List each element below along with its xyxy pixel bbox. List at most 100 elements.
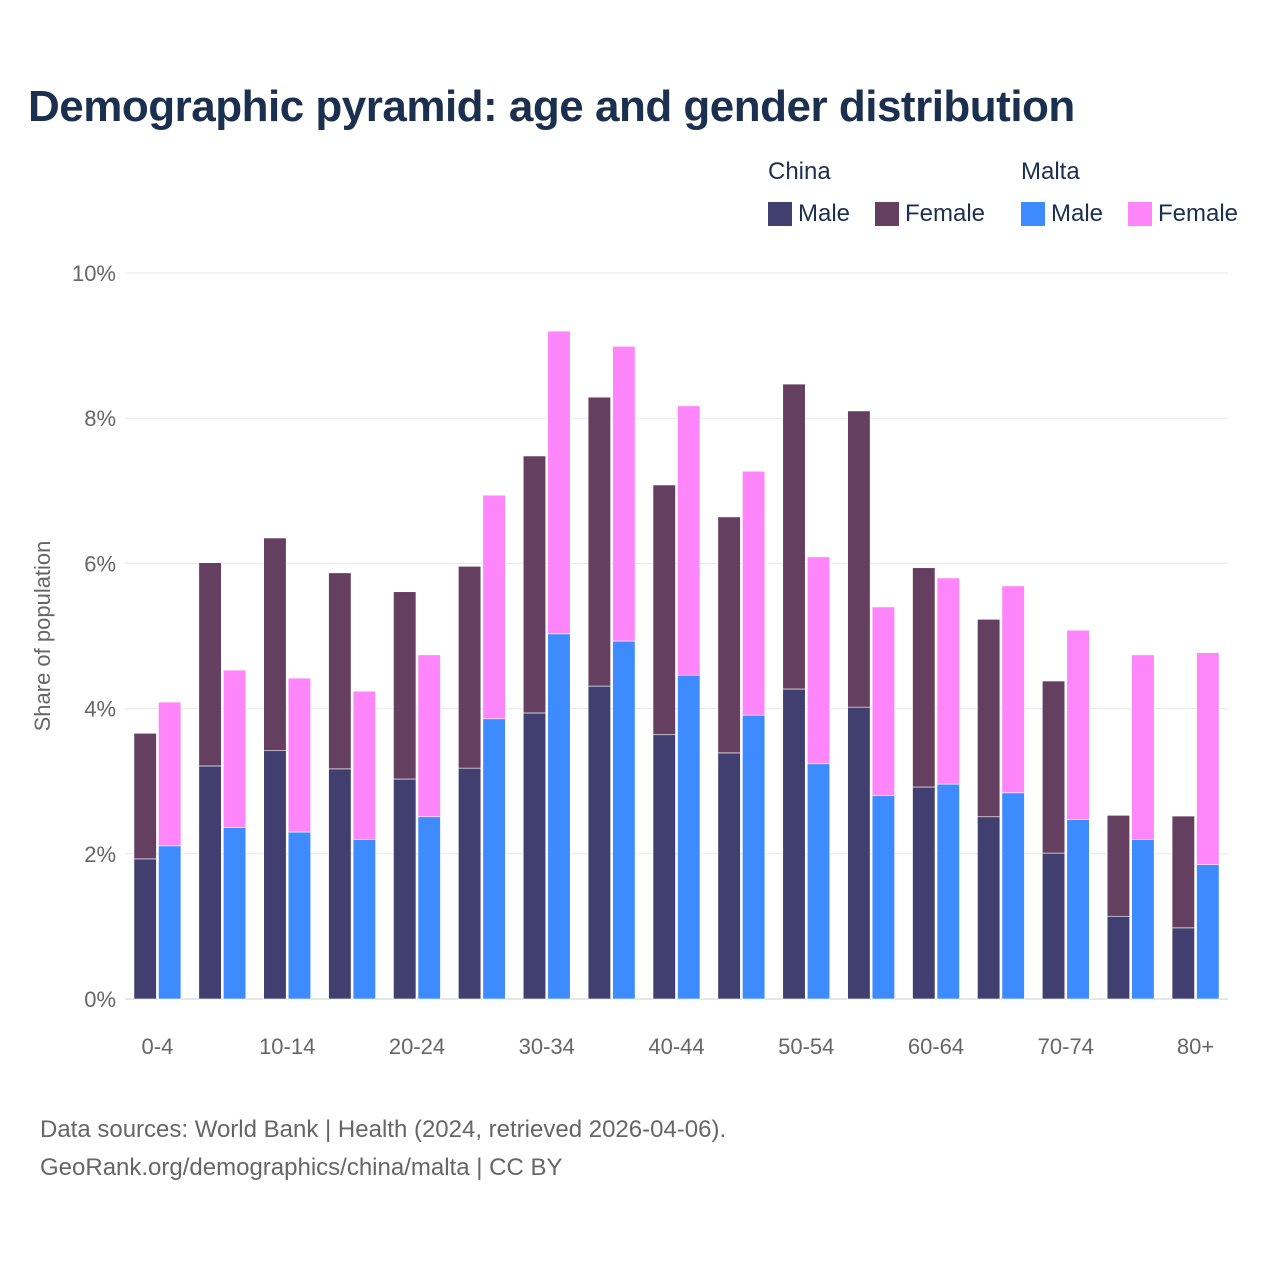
x-tick-label: 50-54: [778, 1034, 834, 1059]
x-tick-label: 40-44: [648, 1034, 704, 1059]
bar-china-male-45-49: [717, 752, 741, 1000]
bar-china-female-70-74: [1041, 680, 1066, 854]
bar-malta-female-35-39: [612, 346, 636, 642]
bar-china-male-80+: [1171, 927, 1195, 1000]
bar-china-female-25-29: [458, 566, 482, 769]
x-tick-label: 70-74: [1038, 1034, 1094, 1059]
bar-china-male-0-4: [133, 858, 157, 1000]
footer-sources: Data sources: World Bank | Health (2024,…: [40, 1116, 727, 1143]
x-tick-label: 0-4: [142, 1034, 174, 1059]
bar-china-female-35-39: [587, 396, 611, 687]
bar-china-male-20-24: [393, 778, 417, 1000]
bar-china-female-30-34: [522, 455, 547, 714]
legend-swatch: [1128, 202, 1152, 226]
y-tick-label: 8%: [84, 406, 116, 431]
bar-china-female-5-9: [198, 562, 222, 767]
footer-attribution: GeoRank.org/demographics/china/malta | C…: [40, 1154, 563, 1181]
bar-china-female-10-14: [263, 537, 287, 752]
y-tick-label: 10%: [72, 261, 116, 286]
bar-malta-male-10-14: [287, 831, 312, 1000]
bar-malta-female-15-19: [352, 690, 376, 840]
bar-malta-male-60-64: [936, 783, 960, 1000]
x-tick-label: 80+: [1177, 1034, 1214, 1059]
bar-malta-female-55-59: [871, 606, 895, 797]
y-tick-label: 2%: [84, 842, 116, 867]
bar-malta-male-15-19: [352, 838, 376, 1000]
bar-malta-female-30-34: [547, 330, 571, 635]
legend-label: Female: [1158, 200, 1239, 227]
bar-china-female-50-54: [782, 383, 806, 690]
bar-china-female-55-59: [847, 410, 871, 708]
bar-malta-male-5-9: [223, 827, 247, 1000]
y-tick-label: 0%: [84, 987, 116, 1012]
bar-china-male-50-54: [782, 688, 806, 1000]
bar-malta-female-70-74: [1066, 629, 1090, 820]
legend-malta-male: Male: [1021, 200, 1103, 228]
bar-malta-male-50-54: [806, 763, 831, 1000]
bar-malta-female-0-4: [158, 701, 182, 847]
bar-china-female-20-24: [393, 591, 417, 780]
bar-china-male-40-44: [652, 734, 676, 1000]
bar-china-male-10-14: [263, 750, 287, 1000]
legend-china-female: Female: [875, 200, 985, 228]
bar-malta-female-40-44: [677, 405, 701, 676]
x-tick-label: 30-34: [519, 1034, 575, 1059]
bar-china-male-60-64: [912, 786, 936, 1000]
legend-group-malta: Malta: [1021, 158, 1080, 185]
bar-china-male-65-69: [977, 816, 1001, 1000]
bar-china-female-40-44: [652, 484, 676, 736]
legend-swatch: [1021, 202, 1045, 226]
bar-china-male-35-39: [587, 685, 611, 1000]
bar-malta-male-35-39: [612, 640, 636, 1000]
bar-malta-female-80+: [1196, 652, 1220, 865]
bar-malta-male-40-44: [677, 674, 701, 1000]
bar-china-female-80+: [1171, 815, 1195, 929]
bar-malta-female-45-49: [742, 470, 766, 716]
bar-china-male-75-79: [1106, 915, 1130, 1000]
bar-china-female-75-79: [1106, 815, 1130, 917]
bar-china-female-15-19: [328, 572, 352, 770]
bar-malta-male-45-49: [742, 714, 766, 1000]
x-tick-label: 20-24: [389, 1034, 445, 1059]
bar-malta-male-65-69: [1001, 792, 1025, 1000]
bar-malta-male-55-59: [871, 795, 895, 1000]
bar-malta-female-50-54: [806, 556, 831, 765]
x-tick-label: 60-64: [908, 1034, 964, 1059]
legend-swatch: [768, 202, 792, 226]
bar-china-male-55-59: [847, 706, 871, 1000]
bar-china-female-0-4: [133, 732, 157, 860]
bar-malta-male-80+: [1196, 864, 1220, 1000]
bar-china-female-60-64: [912, 567, 936, 788]
bar-china-female-45-49: [717, 516, 741, 754]
bar-malta-male-20-24: [417, 816, 441, 1000]
chart-title: Demographic pyramid: age and gender dist…: [28, 82, 1075, 131]
bar-malta-female-10-14: [287, 677, 312, 833]
legend-group-china: China: [768, 158, 831, 185]
legend-swatch: [875, 202, 899, 226]
legend-label: Male: [798, 200, 851, 227]
y-axis-label: Share of population: [30, 541, 55, 732]
bar-china-male-30-34: [522, 712, 547, 1000]
y-tick-label: 6%: [84, 551, 116, 576]
legend-label: Female: [905, 200, 986, 227]
legend-china-male: Male: [768, 200, 850, 228]
bar-malta-female-20-24: [417, 654, 441, 818]
bar-china-male-15-19: [328, 768, 352, 1000]
bar-malta-male-25-29: [482, 718, 506, 1000]
bar-malta-female-5-9: [223, 669, 247, 828]
bar-malta-male-0-4: [158, 845, 182, 1000]
legend-label: Male: [1051, 200, 1104, 227]
bar-malta-male-30-34: [547, 633, 571, 1000]
bar-malta-male-70-74: [1066, 819, 1090, 1000]
bar-china-male-70-74: [1041, 852, 1066, 1000]
bar-china-female-65-69: [977, 619, 1001, 818]
bar-malta-female-25-29: [482, 494, 506, 720]
bar-china-male-25-29: [458, 767, 482, 1000]
bar-malta-female-60-64: [936, 577, 960, 785]
bar-china-male-5-9: [198, 765, 222, 1000]
legend-malta-female: Female: [1128, 200, 1238, 228]
y-tick-label: 4%: [84, 697, 116, 722]
x-tick-label: 10-14: [259, 1034, 315, 1059]
bar-malta-female-75-79: [1131, 654, 1155, 840]
